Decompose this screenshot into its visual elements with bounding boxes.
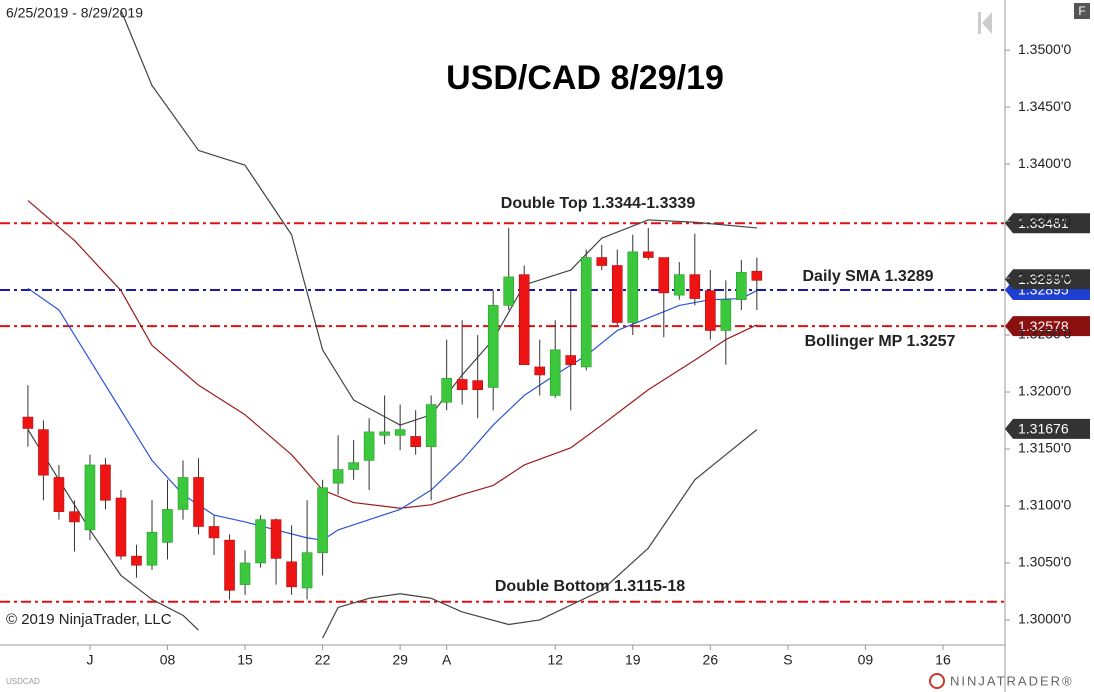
- price-marker: [1005, 213, 1090, 234]
- y-tick-label: 1.3050'0: [1018, 554, 1071, 570]
- collapse-icon[interactable]: [978, 12, 992, 34]
- date-range: 6/25/2019 - 8/29/2019: [6, 5, 143, 21]
- y-tick-label: 1.3450'0: [1018, 98, 1071, 114]
- indicator-line: [27, 200, 758, 509]
- candle-body: [193, 477, 204, 527]
- candle-body: [301, 552, 313, 589]
- candle-body: [441, 378, 452, 403]
- x-tick-label: 08: [160, 652, 176, 668]
- x-tick-label: 16: [935, 652, 951, 668]
- annotation: Double Top 1.3344-1.3339: [501, 195, 696, 212]
- candle-body: [348, 462, 359, 470]
- candle-body: [751, 270, 763, 281]
- chart-title: USD/CAD 8/29/19: [446, 59, 724, 97]
- candle-body: [115, 497, 127, 557]
- candle-body: [100, 464, 111, 501]
- candle-body: [674, 274, 685, 296]
- candle-body: [84, 464, 96, 531]
- candle-body: [394, 429, 406, 436]
- candle-body: [720, 299, 732, 331]
- candle-body: [146, 531, 158, 566]
- candle-body: [363, 431, 375, 461]
- candle-body: [224, 539, 235, 591]
- candle-body: [239, 562, 251, 585]
- indicator-line: [322, 429, 758, 639]
- corner-button-label[interactable]: F: [1078, 4, 1085, 18]
- candle-body: [69, 511, 80, 523]
- candle-body: [487, 305, 499, 388]
- candle-body: [255, 519, 266, 564]
- candle-body: [549, 349, 561, 396]
- price-marker: [1005, 316, 1090, 337]
- x-tick-label: A: [442, 652, 452, 668]
- overlay: 1.334811.328951.3299'01.325781.31676Doub…: [495, 195, 1090, 595]
- candle-body: [736, 272, 747, 301]
- plot-area: [0, 10, 1005, 639]
- candle-body: [658, 257, 670, 294]
- candle-body: [332, 469, 344, 484]
- x-tick-label: 12: [547, 652, 563, 668]
- candle-body: [472, 380, 483, 391]
- candle-body: [689, 274, 701, 299]
- candle-body: [131, 555, 142, 566]
- annotation: Double Bottom 1.3115-18: [495, 578, 685, 595]
- candle-body: [503, 276, 515, 306]
- symbol: USDCAD: [6, 677, 40, 686]
- price-marker-label: 1.31676: [1018, 421, 1069, 437]
- candle-body: [410, 436, 421, 448]
- brand-logo: [929, 673, 945, 689]
- x-tick-label: J: [86, 652, 93, 668]
- candle-body: [596, 257, 608, 266]
- candle-body: [270, 519, 282, 559]
- annotation: Daily SMA 1.3289: [802, 268, 933, 285]
- x-tick-label: 19: [625, 652, 641, 668]
- candle-body: [22, 416, 34, 429]
- price-marker: [1005, 269, 1090, 290]
- price-marker-label: 1.33481: [1018, 215, 1069, 231]
- x-tick-label: 26: [703, 652, 719, 668]
- y-tick-label: 1.3500'0: [1018, 41, 1071, 57]
- candle-body: [534, 366, 546, 376]
- candle-body: [580, 257, 592, 368]
- y-tick-label: 1.3300'0: [1018, 269, 1071, 285]
- candle-body: [53, 477, 65, 512]
- candle-body: [642, 251, 654, 258]
- x-tick-label: 15: [237, 652, 253, 668]
- candle-body: [208, 526, 220, 539]
- copyright: © 2019 NinjaTrader, LLC: [6, 611, 172, 628]
- indicator-line: [27, 287, 758, 541]
- annotation: Bollinger MP 1.3257: [805, 333, 956, 350]
- candle-body: [565, 355, 577, 365]
- y-tick-label: 1.3350'0: [1018, 212, 1071, 228]
- y-tick-label: 1.3100'0: [1018, 497, 1071, 513]
- candle-body: [177, 477, 189, 510]
- y-tick-label: 1.3200'0: [1018, 383, 1071, 399]
- price-marker-label: 1.32578: [1018, 318, 1069, 334]
- candle-body: [425, 404, 437, 448]
- candle-body: [705, 290, 716, 331]
- y-tick-label: 1.3150'0: [1018, 440, 1071, 456]
- y-tick-label: 1.3250'0: [1018, 326, 1071, 342]
- candle-body: [38, 429, 49, 476]
- x-tick-label: 09: [858, 652, 874, 668]
- corner-button[interactable]: [1074, 3, 1090, 19]
- x-tick-label: 22: [315, 652, 331, 668]
- price-marker-label: 1.3299'0: [1018, 271, 1071, 287]
- brand: NINJATRADER®: [950, 673, 1074, 688]
- y-tick-label: 1.3000'0: [1018, 611, 1071, 627]
- candle-body: [317, 487, 328, 553]
- candle-body: [456, 379, 468, 391]
- candle-body: [286, 561, 297, 588]
- candle-body: [379, 431, 390, 436]
- x-tick-label: 29: [392, 652, 408, 668]
- y-tick-label: 1.3400'0: [1018, 155, 1071, 171]
- price-marker: [1005, 418, 1090, 439]
- candle-body: [611, 265, 623, 323]
- candle-body: [627, 251, 639, 323]
- candle-body: [162, 509, 173, 543]
- x-tick-label: S: [783, 652, 792, 668]
- candle-body: [518, 274, 530, 365]
